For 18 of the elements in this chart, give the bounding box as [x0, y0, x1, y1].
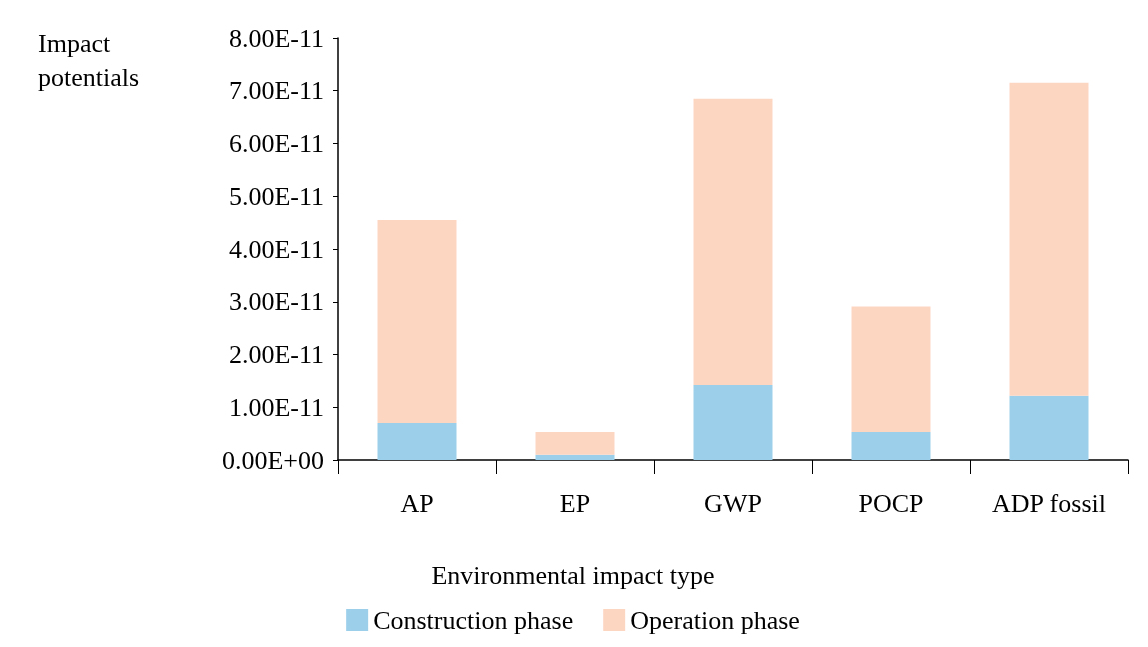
- y-tick-label: 0.00E+00: [221, 445, 324, 475]
- x-tick-label: AP: [400, 488, 434, 518]
- y-tick-label: 7.00E-11: [228, 76, 324, 106]
- y-tick-label: 6.00E-11: [228, 129, 324, 158]
- y-axis-title: Impact potentials: [38, 28, 140, 92]
- x-tick-label: POCP: [858, 488, 924, 518]
- legend-label: Operation phase: [630, 605, 800, 635]
- y-tick-label: 4.00E-11: [228, 234, 324, 264]
- x-tick-label: ADP fossil: [992, 488, 1106, 518]
- y-tick-label: 5.00E-11: [228, 181, 324, 211]
- y-tick-label: 8.00E-11: [228, 23, 324, 53]
- x-tick-label: EP: [559, 488, 591, 518]
- x-axis-title: Environmental impact type: [431, 560, 715, 590]
- y-tick-label: 1.00E-11: [228, 392, 324, 422]
- legend-label: Construction phase: [373, 605, 574, 635]
- y-tick-label: 3.00E-11: [228, 287, 324, 317]
- y-tick-label: 2.00E-11: [228, 340, 324, 369]
- x-tick-label: GWP: [704, 488, 762, 518]
